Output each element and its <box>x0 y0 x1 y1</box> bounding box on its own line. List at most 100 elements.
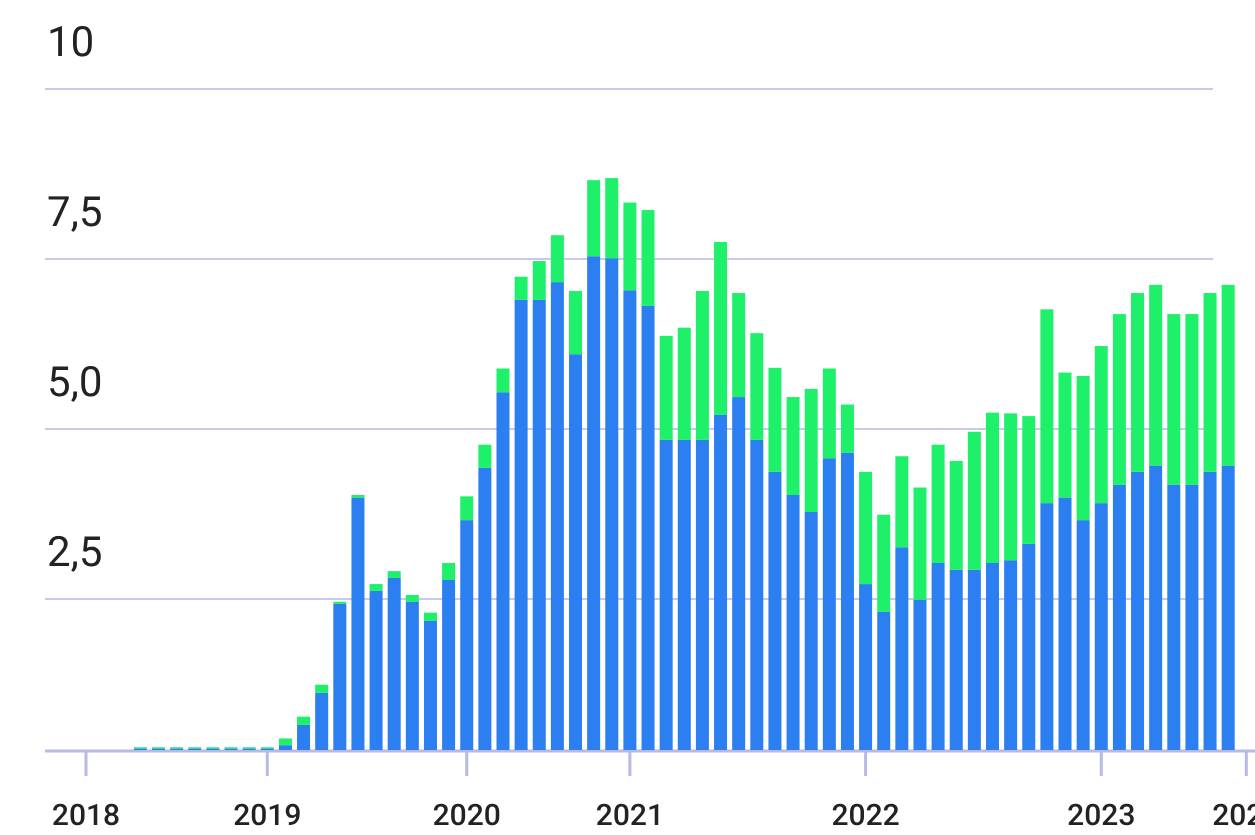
bar-segment <box>278 745 292 750</box>
bar-segment <box>423 620 437 750</box>
bar-segment <box>913 599 927 750</box>
bar-segment <box>1040 503 1054 750</box>
bar-segment <box>768 471 782 750</box>
x-tick-label: 2022 <box>831 798 899 833</box>
bar-segment <box>786 494 800 750</box>
bar-segment <box>1058 497 1072 750</box>
bar-segment <box>315 692 329 750</box>
bar-segment <box>986 562 999 750</box>
bar-segment <box>1149 284 1163 466</box>
bar-segment <box>297 716 311 725</box>
bar-segment <box>532 261 546 300</box>
bar-segment <box>677 327 691 440</box>
bar-segment <box>514 276 528 300</box>
bar-segment <box>1094 503 1108 750</box>
bar-segment <box>351 497 365 750</box>
y-tick-label: 2,5 <box>47 528 102 577</box>
bar-segment <box>605 178 619 259</box>
bar-segment <box>659 335 673 440</box>
bar-segment <box>623 290 637 750</box>
bar-segment <box>1167 484 1181 750</box>
y-tick-label: 10 <box>47 18 94 67</box>
bar-segment <box>170 747 184 749</box>
y-tick-label: 7,5 <box>47 188 102 237</box>
bar-segment <box>1203 471 1217 750</box>
bar-segment <box>1058 372 1072 498</box>
bar-segment <box>949 569 963 750</box>
bar-segment <box>133 747 147 749</box>
bar-segment <box>786 397 800 495</box>
bar-segment <box>170 748 184 750</box>
bar-segment <box>1203 293 1217 472</box>
bar-segment <box>224 747 238 749</box>
bar-segment <box>297 724 311 750</box>
bar-segment <box>152 747 166 749</box>
bar-segment <box>895 456 909 548</box>
bar-segment <box>496 368 510 393</box>
bar-segment <box>695 439 709 750</box>
bar-segment <box>750 439 764 750</box>
bar-segment <box>1221 284 1235 466</box>
bar-segment <box>260 747 274 749</box>
bar-segment <box>931 562 945 750</box>
bar-segment <box>442 579 456 750</box>
bar-segment <box>1094 346 1108 504</box>
bar-segment <box>659 439 673 750</box>
bar-segment <box>133 748 147 750</box>
bar-segment <box>768 367 782 472</box>
bar-segment <box>587 256 601 750</box>
bar-segment <box>442 562 456 580</box>
y-tick-label: 5,0 <box>47 358 102 407</box>
bar-segment <box>1131 471 1145 750</box>
bar-segment <box>569 354 583 750</box>
bar-segment <box>1185 314 1199 485</box>
bar-segment <box>859 584 873 750</box>
bar-segment <box>1076 520 1090 750</box>
bar-segment <box>967 431 981 570</box>
bar-segment <box>333 601 347 604</box>
bar-segment <box>1131 293 1145 472</box>
bar-segment <box>532 299 546 750</box>
bar-segment <box>224 748 238 750</box>
bar-segment <box>369 590 383 750</box>
bar-segment <box>152 748 166 750</box>
bar-segment <box>623 202 637 291</box>
bar-segment <box>460 520 474 750</box>
bar-segment <box>931 444 945 563</box>
bar-segment <box>1185 484 1199 750</box>
bar-segment <box>877 611 891 750</box>
bar-segment <box>986 412 999 563</box>
bar-segment <box>460 496 474 521</box>
bar-segment <box>369 584 383 591</box>
bar-segment <box>569 290 583 355</box>
bar-segment <box>1112 484 1126 750</box>
bar-segment <box>351 494 365 498</box>
bar-segment <box>206 748 220 750</box>
bar-segment <box>478 467 492 750</box>
bar-segment <box>1221 465 1235 750</box>
bar-segment <box>1076 375 1090 521</box>
bar-segment <box>732 293 746 398</box>
bar-segment <box>587 180 601 257</box>
bar-segment <box>913 487 927 600</box>
bar-segment <box>877 514 891 612</box>
x-tick-label: 2018 <box>52 798 120 833</box>
bar-segment <box>333 603 347 750</box>
x-tick-label: 2021 <box>596 798 664 833</box>
bar-segment <box>387 571 401 578</box>
bar-segment <box>641 210 655 306</box>
bar-segment <box>242 748 256 750</box>
bar-segment <box>1149 465 1163 750</box>
bar-segment <box>1167 314 1181 485</box>
bar-segment <box>188 747 202 749</box>
bar-segment <box>840 404 854 453</box>
bar-segment <box>405 601 419 750</box>
bar-segment <box>641 305 655 750</box>
bar-segment <box>859 471 873 585</box>
bar-segment <box>967 569 981 750</box>
bar-segment <box>1022 543 1036 750</box>
bar-segment <box>949 460 963 570</box>
bar-segment <box>550 235 564 283</box>
bar-segment <box>714 414 728 750</box>
